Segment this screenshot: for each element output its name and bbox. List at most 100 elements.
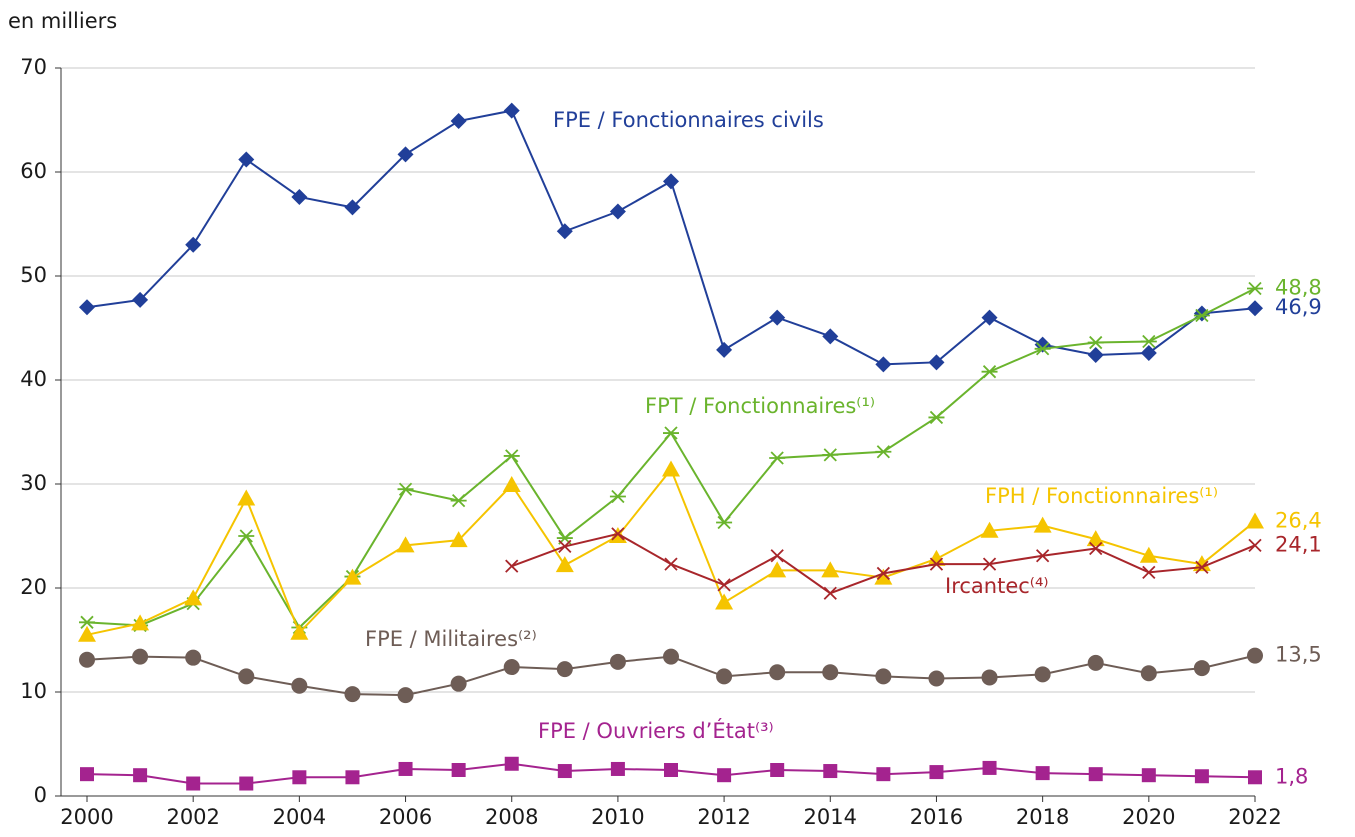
- point: [928, 670, 945, 687]
- point: [1194, 769, 1209, 784]
- point: [822, 328, 839, 345]
- y-tick-label: 70: [20, 55, 47, 79]
- point: [186, 776, 201, 791]
- point: [875, 445, 892, 459]
- series-label: Ircantec⁽⁴⁾: [945, 574, 1049, 598]
- point: [1142, 565, 1156, 580]
- value-label: 46,9: [1275, 295, 1322, 319]
- point: [450, 113, 467, 130]
- x-tick-label: 2022: [1228, 805, 1281, 829]
- point: [345, 770, 360, 785]
- point: [980, 521, 999, 538]
- point: [396, 536, 415, 553]
- point: [504, 756, 519, 771]
- value-label: 26,4: [1275, 508, 1322, 532]
- point: [769, 664, 786, 681]
- point: [80, 767, 94, 782]
- point: [715, 593, 734, 610]
- point: [238, 668, 255, 685]
- point: [875, 356, 892, 373]
- point: [344, 686, 361, 703]
- point: [1247, 281, 1263, 296]
- point: [664, 763, 678, 777]
- point: [982, 557, 997, 571]
- point: [292, 770, 307, 785]
- point: [663, 648, 679, 665]
- x-tick-label: 2002: [166, 805, 219, 829]
- point: [982, 760, 997, 775]
- point: [874, 568, 893, 585]
- point: [609, 653, 626, 670]
- series-line: [86, 287, 1256, 630]
- value-label: 13,5: [1275, 643, 1322, 667]
- point: [1248, 770, 1262, 785]
- point: [1247, 647, 1263, 664]
- point: [1139, 546, 1158, 563]
- point: [291, 188, 308, 205]
- point: [716, 341, 733, 358]
- point: [1247, 300, 1263, 317]
- point: [928, 410, 945, 425]
- value-label: 24,1: [1275, 532, 1322, 556]
- point: [609, 203, 626, 220]
- point: [716, 515, 733, 530]
- point: [503, 102, 520, 119]
- point: [398, 761, 413, 776]
- series-line: [86, 109, 1256, 366]
- point: [502, 476, 521, 493]
- point: [503, 449, 520, 463]
- point: [558, 539, 572, 554]
- point: [662, 460, 680, 477]
- point: [1034, 666, 1051, 683]
- x-tick-label: 2008: [485, 805, 538, 829]
- point: [1033, 516, 1052, 533]
- point: [1087, 347, 1104, 364]
- point: [929, 557, 944, 571]
- point: [663, 426, 679, 440]
- point: [1086, 530, 1105, 547]
- point: [822, 448, 839, 462]
- point: [822, 664, 839, 681]
- point: [132, 291, 149, 308]
- series-label: FPT / Fonctionnaires⁽¹⁾: [645, 394, 875, 418]
- point: [1195, 560, 1209, 574]
- point: [397, 146, 414, 163]
- point: [927, 549, 946, 566]
- point: [556, 223, 573, 240]
- x-tick-label: 2014: [804, 805, 857, 829]
- point: [981, 365, 998, 379]
- point: [823, 764, 838, 779]
- x-tick-label: 2018: [1016, 805, 1069, 829]
- point: [132, 648, 149, 665]
- point: [928, 354, 945, 371]
- point: [291, 677, 308, 694]
- y-tick-label: 50: [20, 263, 47, 287]
- series-label: FPE / Fonctionnaires civils: [553, 108, 824, 132]
- point: [876, 566, 891, 581]
- point: [981, 669, 998, 686]
- y-tick-label: 20: [20, 575, 47, 599]
- y-tick-label: 30: [20, 471, 47, 495]
- point: [397, 687, 414, 704]
- point: [1193, 308, 1210, 323]
- point: [556, 661, 573, 678]
- point: [1140, 665, 1157, 682]
- point: [1087, 335, 1104, 350]
- point: [185, 649, 202, 666]
- point: [451, 763, 466, 777]
- point: [770, 549, 784, 563]
- x-tick-label: 2020: [1122, 805, 1175, 829]
- value-label: 48,8: [1275, 275, 1322, 299]
- point: [79, 615, 95, 629]
- point: [450, 494, 467, 508]
- point: [768, 561, 787, 578]
- point: [610, 761, 625, 776]
- point: [344, 199, 361, 216]
- point: [450, 675, 467, 692]
- point: [876, 767, 891, 782]
- point: [131, 614, 150, 631]
- point: [290, 623, 309, 640]
- point: [823, 586, 837, 600]
- point: [981, 309, 998, 326]
- x-tick-label: 2012: [697, 805, 750, 829]
